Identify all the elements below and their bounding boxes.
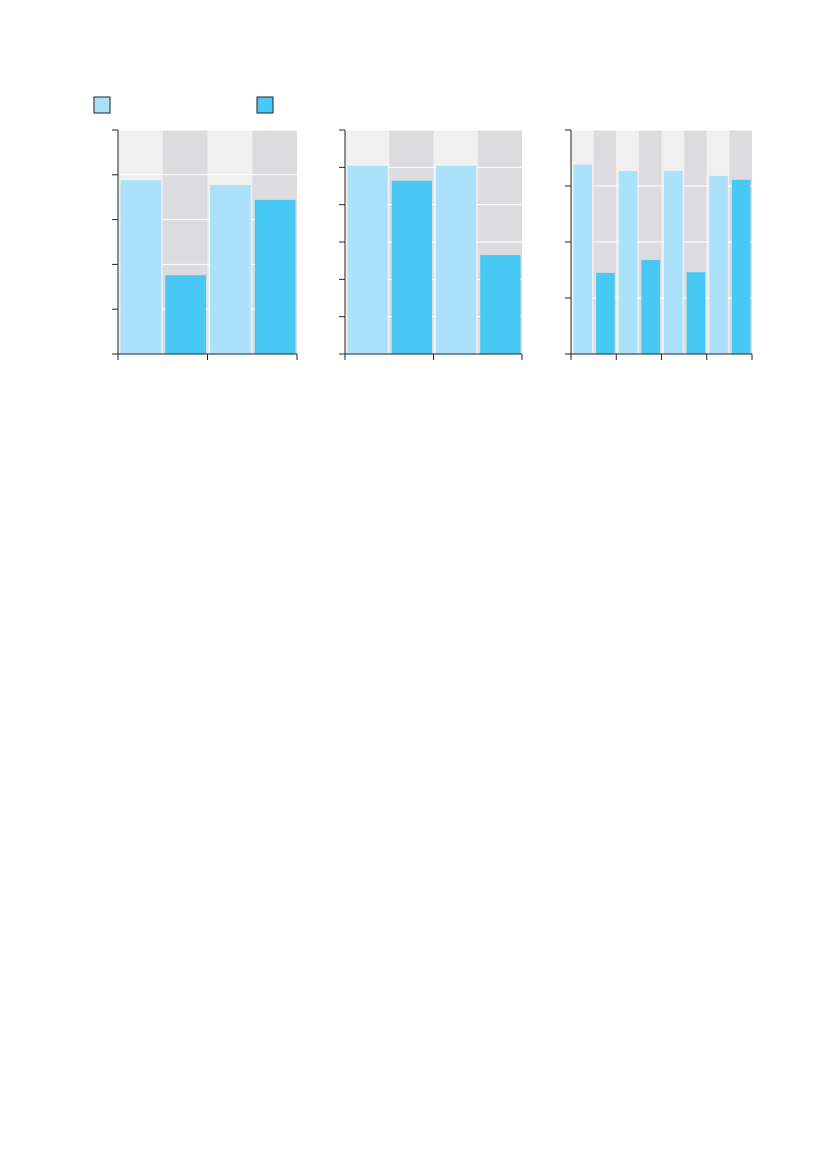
bar bbox=[731, 179, 751, 354]
bar bbox=[480, 255, 521, 354]
bar bbox=[709, 175, 728, 354]
bar bbox=[686, 272, 706, 354]
bar bbox=[391, 180, 432, 354]
bar bbox=[664, 170, 683, 354]
bar bbox=[120, 180, 162, 354]
bar bbox=[347, 165, 388, 354]
bar bbox=[641, 259, 660, 354]
legend-swatch bbox=[256, 96, 274, 114]
bar bbox=[165, 275, 206, 354]
legend-swatch bbox=[93, 96, 111, 114]
bar bbox=[254, 199, 296, 354]
bar bbox=[618, 170, 638, 354]
bar bbox=[573, 164, 593, 354]
bar bbox=[210, 185, 251, 354]
bar bbox=[436, 165, 477, 354]
bar bbox=[596, 272, 615, 354]
